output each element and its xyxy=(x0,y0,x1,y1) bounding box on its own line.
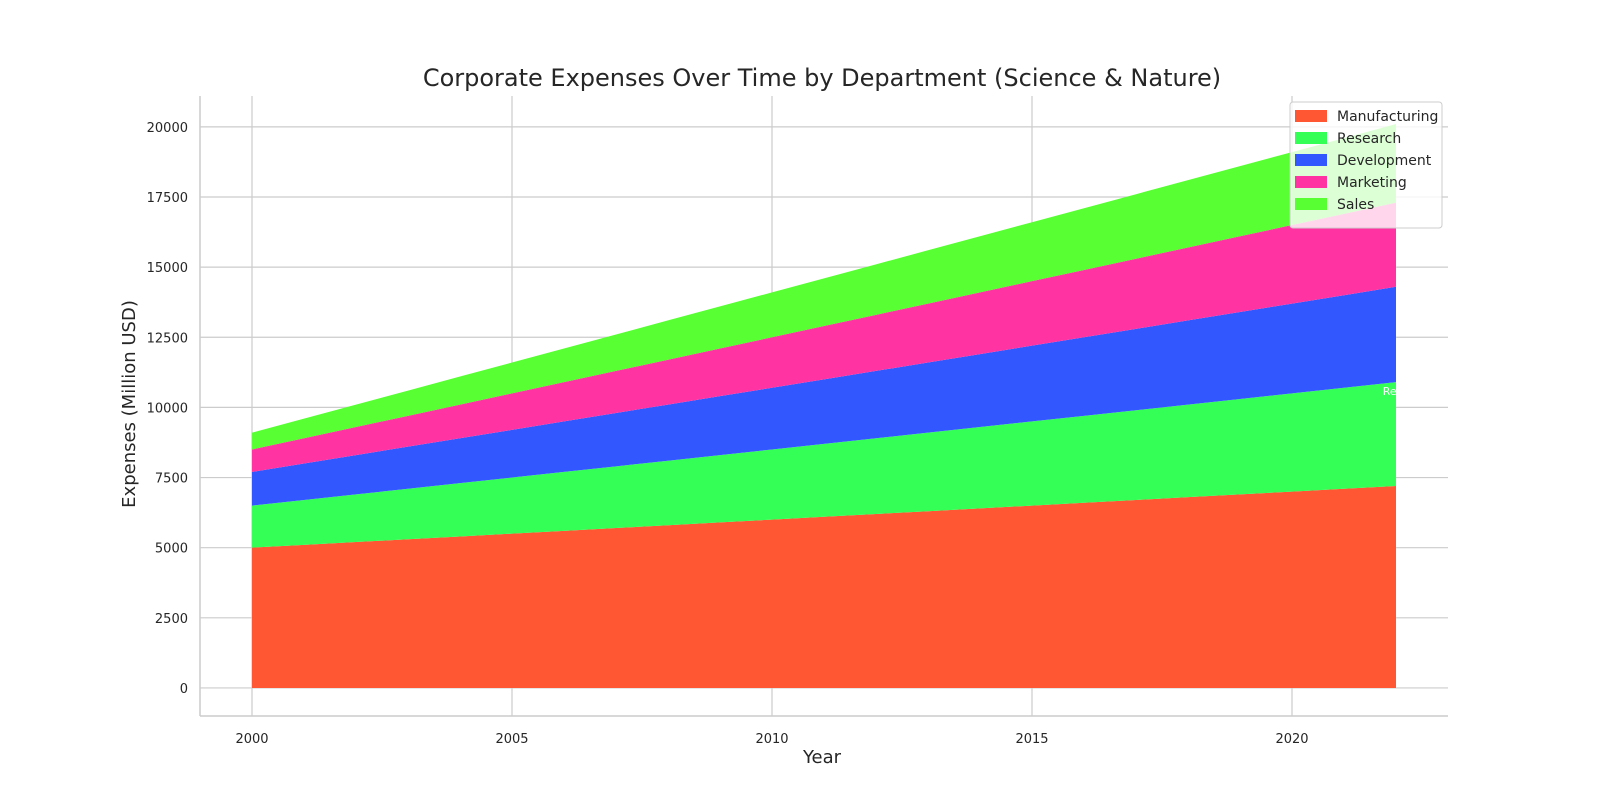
annotation-label: Rese xyxy=(1383,385,1410,398)
legend-label-marketing: Marketing xyxy=(1337,175,1407,191)
y-tick-label: 5000 xyxy=(155,542,188,557)
y-tick-label: 12500 xyxy=(147,331,188,346)
axes xyxy=(199,96,1448,717)
x-tick-label: 2005 xyxy=(495,732,528,747)
legend-label-manufacturing: Manufacturing xyxy=(1337,109,1438,125)
chart-title: Corporate Expenses Over Time by Departme… xyxy=(423,64,1221,92)
annotations: Rese xyxy=(1383,385,1410,398)
y-tick-label: 7500 xyxy=(155,472,188,487)
y-axis-title: Expenses (Million USD) xyxy=(119,300,140,508)
stacked-areas xyxy=(252,124,1396,688)
legend-label-research: Research xyxy=(1337,131,1401,147)
y-tick-label: 20000 xyxy=(147,121,188,136)
legend-label-development: Development xyxy=(1337,153,1432,169)
y-tick-label: 10000 xyxy=(147,401,188,416)
tick-labels: 2000 2005 2010 2015 2020 0 2500 5000 7500 10000 12… xyxy=(147,121,1309,747)
x-tick-label: 2000 xyxy=(235,732,268,747)
legend-label-sales: Sales xyxy=(1337,197,1374,213)
legend-swatch-manufacturing xyxy=(1295,110,1327,122)
legend-swatch-research xyxy=(1295,132,1327,144)
legend: Manufacturing Research Development Marketin… xyxy=(1289,101,1443,229)
y-tick-label: 17500 xyxy=(147,191,188,206)
x-tick-label: 2015 xyxy=(1015,732,1048,747)
area-research xyxy=(252,382,1396,548)
area-manufacturing xyxy=(252,485,1396,688)
y-tick-label: 2500 xyxy=(155,612,188,627)
legend-swatch-marketing xyxy=(1295,176,1327,188)
legend-swatch-development xyxy=(1295,154,1327,166)
x-axis-title: Year xyxy=(802,747,842,768)
x-tick-label: 2020 xyxy=(1275,732,1308,747)
legend-swatch-sales xyxy=(1295,198,1327,210)
area-development xyxy=(252,286,1396,506)
y-tick-label: 15000 xyxy=(147,261,188,276)
legend-frame xyxy=(1289,101,1443,229)
y-tick-label: 0 xyxy=(180,682,188,697)
x-tick-label: 2010 xyxy=(755,732,788,747)
area-marketing xyxy=(252,202,1396,472)
area-sales xyxy=(252,124,1396,450)
